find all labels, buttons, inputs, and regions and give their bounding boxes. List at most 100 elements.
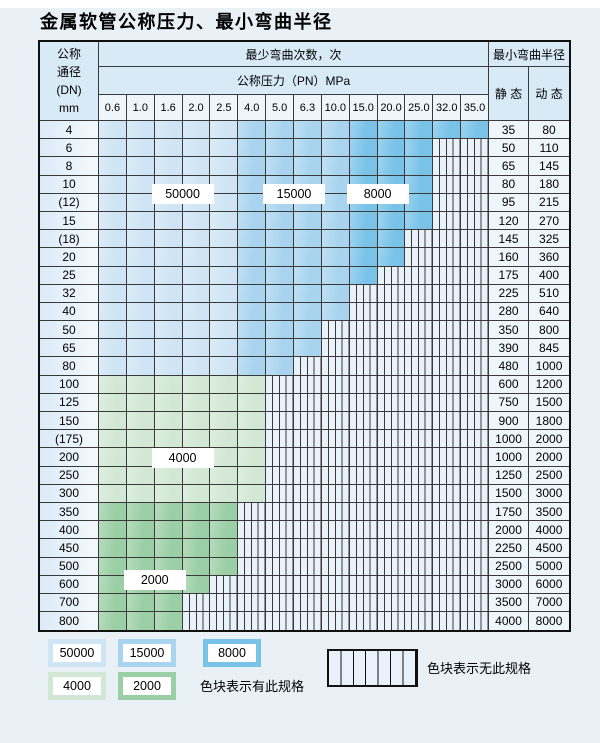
matrix-cell-spec <box>238 230 267 249</box>
matrix-cell-spec <box>238 266 267 285</box>
matrix-cell-no-spec <box>294 502 322 522</box>
matrix-cell-no-spec <box>405 448 434 467</box>
matrix-cell-no-spec <box>461 466 490 485</box>
matrix-cell-no-spec <box>405 539 434 558</box>
dynamic-value-cell: 4000 <box>529 521 570 540</box>
matrix-cell-spec <box>210 521 239 540</box>
dynamic-value-cell: 110 <box>529 139 570 158</box>
matrix-cell-spec <box>99 502 127 522</box>
matrix-cell-no-spec <box>433 448 462 467</box>
matrix-cell-no-spec <box>433 339 462 358</box>
matrix-cell-spec <box>377 121 406 140</box>
matrix-cell-no-spec <box>321 612 350 631</box>
dynamic-value-cell: 2000 <box>529 430 570 449</box>
matrix-cell-no-spec <box>321 539 350 558</box>
matrix-cell-spec <box>210 339 239 358</box>
matrix-cell-spec <box>377 230 406 249</box>
matrix-cell-no-spec <box>461 430 490 449</box>
static-header: 静 态 <box>489 67 530 121</box>
matrix-cell-spec <box>99 248 127 267</box>
matrix-cell-spec <box>266 284 295 303</box>
legend-swatch-2000: 2000 <box>118 672 176 700</box>
matrix-cell-no-spec <box>349 393 378 412</box>
pressure-col-header: 0.6 <box>99 95 127 121</box>
matrix-cell-spec <box>210 193 239 212</box>
matrix-cell-spec <box>321 193 350 212</box>
dn-cell: 400 <box>40 521 99 540</box>
matrix-cell-spec <box>154 339 183 358</box>
dn-cell: 500 <box>40 557 99 576</box>
matrix-cell-spec <box>126 502 155 522</box>
legend-swatch-label: 8000 <box>208 644 256 662</box>
pressure-header: 公称压力（PN）MPa <box>99 67 490 95</box>
matrix-cell-spec <box>238 321 267 340</box>
matrix-cell-spec <box>349 121 378 140</box>
matrix-cell-no-spec <box>377 448 406 467</box>
dn-cell: 50 <box>40 321 99 340</box>
matrix-cell-no-spec <box>433 139 462 158</box>
matrix-cell-no-spec <box>238 593 267 613</box>
dn-cell: 700 <box>40 593 99 613</box>
matrix-cell-spec <box>238 484 267 503</box>
matrix-cell-spec <box>126 412 155 431</box>
matrix-cell-spec <box>182 284 211 303</box>
matrix-cell-spec <box>238 430 267 449</box>
matrix-cell-no-spec <box>377 575 406 594</box>
matrix-cell-spec <box>294 121 322 140</box>
matrix-cell-no-spec <box>377 339 406 358</box>
cycles-header: 最少弯曲次数，次 <box>99 42 490 67</box>
dynamic-value-cell: 215 <box>529 193 570 212</box>
dynamic-value-cell: 1200 <box>529 375 570 394</box>
static-value-cell: 1000 <box>489 448 530 467</box>
matrix-cell-spec <box>238 248 267 267</box>
matrix-cell-spec <box>126 266 155 285</box>
matrix-cell-spec <box>266 121 295 140</box>
matrix-cell-no-spec <box>294 448 322 467</box>
matrix-cell-spec <box>210 502 239 522</box>
matrix-cell-no-spec <box>405 430 434 449</box>
matrix-cell-no-spec <box>349 593 378 613</box>
matrix-cell-spec <box>321 121 350 140</box>
matrix-cell-spec <box>266 266 295 285</box>
matrix-cell-spec <box>126 139 155 158</box>
matrix-cell-no-spec <box>461 375 490 394</box>
matrix-cell-no-spec <box>377 484 406 503</box>
matrix-cell-spec <box>294 302 322 322</box>
matrix-cell-no-spec <box>321 521 350 540</box>
matrix-cell-no-spec <box>266 539 295 558</box>
matrix-cell-no-spec <box>433 157 462 176</box>
static-value-cell: 225 <box>489 284 530 303</box>
matrix-cell-spec <box>210 248 239 267</box>
matrix-cell-no-spec <box>433 321 462 340</box>
matrix-cell-spec <box>210 211 239 231</box>
dynamic-value-cell: 6000 <box>529 575 570 594</box>
matrix-cell-spec <box>99 321 127 340</box>
matrix-cell-spec <box>433 121 462 140</box>
matrix-cell-spec <box>238 375 267 394</box>
matrix-cell-spec <box>126 521 155 540</box>
matrix-cell-no-spec <box>349 284 378 303</box>
matrix-cell-no-spec <box>377 302 406 322</box>
pressure-col-header: 15.0 <box>349 95 378 121</box>
table-grid: 公称 通径 (DN) mm 最少弯曲次数，次 最小弯曲半径 公称压力（PN）MPa 静 态动 … <box>40 42 570 631</box>
matrix-cell-no-spec <box>433 230 462 249</box>
matrix-cell-spec <box>99 121 127 140</box>
matrix-cell-spec <box>154 157 183 176</box>
matrix-cell-no-spec <box>405 321 434 340</box>
matrix-cell-spec <box>182 321 211 340</box>
matrix-cell-spec <box>126 211 155 231</box>
matrix-cell-spec <box>126 248 155 267</box>
matrix-cell-spec <box>154 430 183 449</box>
dynamic-value-cell: 3000 <box>529 484 570 503</box>
matrix-cell-no-spec <box>377 466 406 485</box>
dn-cell: 125 <box>40 393 99 412</box>
matrix-cell-no-spec <box>182 593 211 613</box>
matrix-cell-spec <box>99 521 127 540</box>
matrix-cell-no-spec <box>405 502 434 522</box>
matrix-cell-no-spec <box>433 284 462 303</box>
static-value-cell: 50 <box>489 139 530 158</box>
matrix-cell-spec <box>266 357 295 376</box>
matrix-cell-no-spec <box>349 321 378 340</box>
matrix-cell-spec <box>99 484 127 503</box>
matrix-cell-spec <box>238 121 267 140</box>
